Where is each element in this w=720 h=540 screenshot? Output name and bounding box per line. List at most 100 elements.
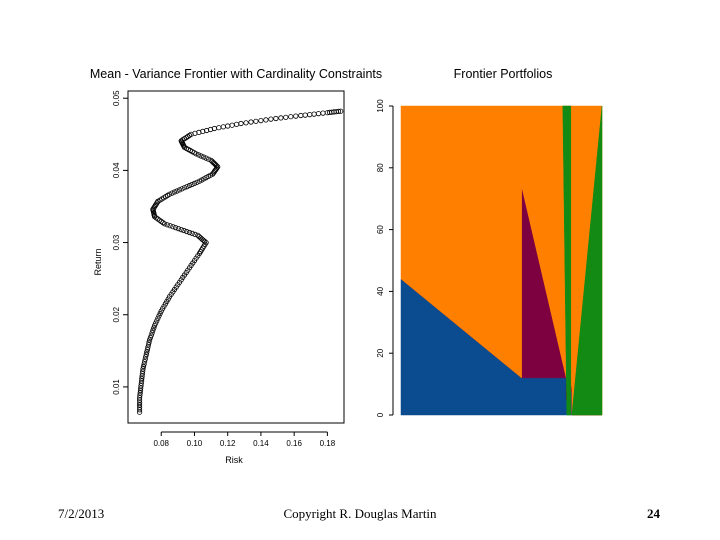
frontier-point (178, 227, 184, 233)
frontier-point (174, 188, 180, 194)
frontier-point (181, 227, 187, 234)
frontier-point (320, 110, 326, 116)
portfolio-y-tick-label: 40 (376, 286, 385, 295)
frontier-point (238, 120, 244, 127)
frontier-point (195, 232, 201, 238)
frontier-point (209, 158, 215, 164)
frontier-point (293, 113, 299, 119)
frontier-point (149, 330, 155, 336)
frontier-point (194, 179, 200, 185)
frontier-point (248, 119, 254, 125)
frontier-point (137, 390, 143, 396)
frontier-point (137, 392, 143, 398)
frontier-y-tick-label: 0.02 (112, 306, 121, 322)
frontier-point (258, 118, 264, 124)
portfolio-y-axis: 0 20 40 60 80 100 (376, 99, 394, 417)
frontier-point (273, 115, 279, 122)
frontier-x-axis: 0.08 0.10 0.12 0.14 0.16 0.18 (153, 431, 336, 448)
frontier-point (173, 225, 179, 231)
frontier-point (192, 231, 198, 237)
frontier-point (243, 120, 249, 126)
frontier-point (137, 387, 144, 394)
portfolio-area-green (571, 105, 603, 416)
frontier-point (167, 223, 173, 229)
frontier-point (156, 313, 162, 319)
frontier-point (278, 115, 284, 121)
frontier-point (150, 327, 156, 333)
frontier-point (154, 318, 160, 324)
frontier-point (137, 397, 143, 403)
portfolio-y-tick-label: 20 (376, 348, 385, 357)
frontier-x-tick-label: 0.16 (286, 439, 302, 448)
frontier-point (288, 114, 294, 120)
frontier-x-tick-label: 0.18 (320, 439, 336, 448)
frontier-point (142, 356, 148, 362)
portfolio-chart: Frontier Portfolios 0 20 40 60 80 100 (376, 67, 603, 417)
frontier-point (147, 337, 153, 343)
frontier-point (175, 226, 181, 232)
frontier-point (152, 322, 158, 329)
frontier-point (143, 354, 149, 360)
frontier-point (140, 363, 147, 370)
frontier-point (200, 128, 206, 134)
frontier-x-axis-label: Risk (225, 455, 243, 465)
frontier-point (184, 184, 190, 190)
frontier-point (140, 366, 146, 372)
frontier-point (138, 380, 144, 386)
frontier-point (145, 344, 151, 350)
frontier-point (186, 229, 193, 236)
frontier-point (263, 117, 269, 123)
portfolio-chart-title: Frontier Portfolios (454, 67, 553, 81)
frontier-point (191, 180, 198, 186)
frontier-point (225, 123, 231, 129)
frontier-points (137, 108, 344, 415)
frontier-point (145, 342, 152, 348)
frontier-y-tick-label: 0.01 (112, 379, 121, 395)
frontier-y-tick-label: 0.04 (112, 162, 121, 178)
frontier-y-tick-label: 0.05 (112, 90, 121, 106)
frontier-point (268, 116, 274, 122)
frontier-point (189, 181, 195, 188)
portfolio-areas (400, 105, 603, 416)
frontier-point (179, 186, 185, 192)
frontier-point (196, 234, 202, 240)
frontier-point (138, 383, 144, 389)
frontier-point (139, 378, 145, 384)
frontier-point (155, 315, 161, 321)
frontier-point (148, 332, 154, 338)
frontier-plot-box (127, 90, 345, 424)
frontier-point (184, 228, 190, 235)
frontier-point (166, 191, 173, 197)
frontier-point (307, 112, 313, 118)
frontier-point (315, 111, 322, 117)
frontier-point (157, 310, 163, 317)
frontier-point (216, 125, 222, 131)
frontier-point (139, 375, 145, 382)
frontier-x-tick-label: 0.10 (187, 439, 203, 448)
footer-copyright: Copyright R. Douglas Martin (283, 506, 437, 521)
frontier-point (203, 155, 209, 161)
frontier-point (335, 108, 342, 115)
frontier-point (189, 230, 195, 236)
frontier-point (138, 385, 144, 391)
frontier-point (229, 122, 235, 128)
frontier-point (234, 121, 240, 127)
frontier-point (140, 368, 146, 374)
frontier-point (141, 361, 147, 367)
frontier-point (186, 182, 193, 189)
frontier-y-axis: 0.01 0.02 0.03 0.04 0.05 (112, 90, 128, 395)
portfolio-y-tick-label: 100 (376, 99, 385, 113)
frontier-point (137, 402, 143, 408)
frontier-x-tick-label: 0.14 (253, 439, 269, 448)
frontier-point (143, 351, 149, 357)
frontier-point (196, 152, 202, 158)
frontier-point (137, 399, 143, 406)
frontier-point (139, 371, 145, 377)
frontier-point (147, 334, 153, 341)
frontier-point (171, 189, 178, 195)
frontier-point (144, 349, 150, 355)
frontier-point (137, 409, 143, 415)
frontier-point (198, 153, 204, 159)
frontier-point (208, 157, 214, 163)
